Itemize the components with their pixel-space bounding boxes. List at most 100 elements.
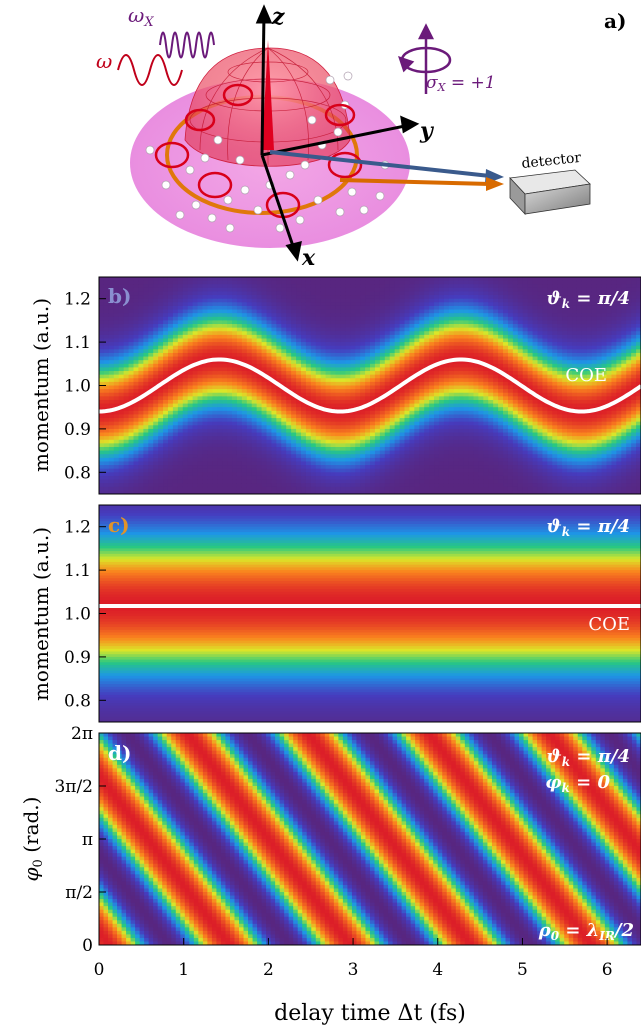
heatmap-cell [271,363,277,369]
heatmap-cell [320,475,327,481]
heatmap-cell [266,356,273,361]
heatmap-cell [153,342,159,347]
heatmap-cell [276,457,282,463]
heatmap-cell [330,345,337,350]
heatmap-cell [453,428,460,434]
heatmap-cell [163,389,169,394]
heatmap-cell [163,381,169,387]
heatmap-cell [271,439,277,444]
heatmap-cell [261,465,268,470]
heatmap-cell [340,334,346,340]
heatmap-cell [241,446,248,452]
heatmap-cell [478,418,484,423]
heatmap-cell [148,360,154,365]
heatmap-cell [468,374,475,379]
heatmap-cell [404,385,411,390]
heatmap-cell [350,443,356,448]
heatmap-cell [207,320,213,325]
heatmap-cell [266,295,273,300]
heatmap-cell [128,468,135,473]
heatmap-cell [266,280,273,285]
heatmap-cell [138,446,144,452]
heatmap-cell [443,490,450,494]
heatmap-cell [424,345,430,350]
heatmap-cell [182,436,189,441]
heatmap-cell [177,414,184,419]
heatmap-cell [315,472,322,477]
heatmap-cell [163,465,169,470]
heatmap-cell [468,472,475,477]
heatmap-cell [251,461,258,466]
heatmap-cell [330,327,337,332]
heatmap-cell [167,305,174,311]
heatmap-cell [281,327,287,332]
heatmap-cell [276,284,282,289]
heatmap-cell [424,465,430,470]
heatmap-cell [409,320,415,325]
heatmap-cell [123,280,130,285]
heatmap-cell [325,490,332,494]
heatmap-cell [251,396,258,401]
heatmap-cell [177,327,184,332]
heatmap-cell [236,443,243,448]
heatmap-cell [429,277,435,282]
heatmap-cell [483,385,489,390]
heatmap-cell [493,446,499,452]
heatmap-cell [365,465,371,470]
heatmap-cell [103,324,110,329]
heatmap-cell [365,479,371,484]
heatmap-cell [483,432,489,437]
heatmap-cell [227,363,233,369]
heatmap-cell [458,425,465,430]
heatmap-cell [301,360,307,365]
heatmap-cell [217,436,223,441]
heatmap-cell [167,392,174,397]
heatmap-cell [99,490,105,494]
heatmap-cell [187,381,194,387]
heatmap-cell [384,371,391,376]
heatmap-cell [153,399,159,405]
heatmap-cell [320,298,327,303]
heatmap-cell [177,360,184,365]
heatmap-cell [478,483,484,488]
heatmap-cell [187,439,194,444]
heatmap-cell [335,320,342,325]
heatmap-cell [389,450,396,455]
heatmap-cell [182,414,189,419]
heatmap-cell [128,443,135,448]
heatmap-cell [256,479,263,484]
heatmap-cell [384,313,391,318]
heatmap-cell [399,313,406,318]
heatmap-cell [182,331,189,336]
heatmap-cell [389,309,396,314]
heatmap-cell [394,436,401,441]
heatmap-cell [202,399,208,405]
heatmap-cell [192,432,199,437]
heatmap-cell [310,338,317,343]
heatmap-cell [488,436,494,441]
heatmap-cell [468,418,475,423]
heatmap-cell [217,450,223,455]
heatmap-cell [246,410,253,416]
heatmap-cell [379,280,386,285]
heatmap-cell [172,443,179,448]
heatmap-cell [212,374,218,379]
heatmap-cell [409,280,415,285]
heatmap-cell [251,428,258,434]
heatmap-cell [286,331,292,336]
heatmap-cell [409,475,415,481]
heatmap-cell [281,316,287,321]
heatmap-cell [148,407,154,412]
heatmap-cell [488,389,494,394]
heatmap-cell [414,367,420,372]
heatmap-cell [365,450,371,455]
heatmap-cell [182,305,189,311]
heatmap-cell [379,298,386,303]
heatmap-cell [305,287,312,293]
heatmap-cell [113,479,120,484]
heatmap-cell [99,284,105,289]
heatmap-cell [271,483,277,488]
heatmap-cell [315,295,322,300]
heatmap-cell [424,338,430,343]
heatmap-cell [394,414,401,419]
